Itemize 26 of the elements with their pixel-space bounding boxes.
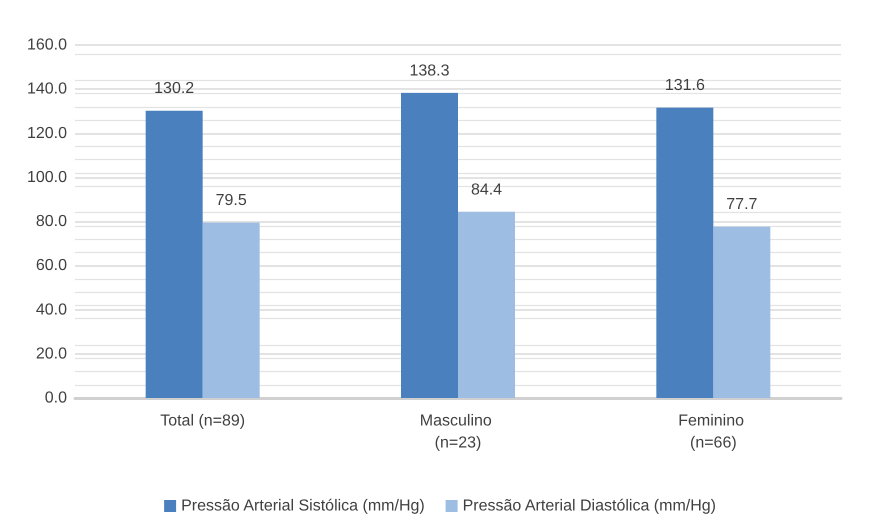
- data-label: 79.5: [216, 192, 247, 210]
- y-tick-label: 140.0: [26, 80, 68, 98]
- y-tick-label: 60.0: [36, 257, 68, 274]
- y-tick-label: 20.0: [36, 345, 68, 362]
- data-label: 138.3: [409, 62, 450, 80]
- data-label: 84.4: [470, 181, 502, 198]
- data-label: 77.7: [726, 196, 758, 214]
- x-tick-label: Total (n=89): [160, 412, 246, 430]
- x-tick-label: Masculino (n=23): [420, 412, 496, 452]
- y-tick-label: 100.0: [26, 168, 68, 186]
- legend-label: Pressão Arterial Diastólica (mm/Hg): [462, 498, 716, 514]
- bar: [458, 212, 515, 398]
- y-tick-label: 80.0: [36, 213, 68, 230]
- bar: [656, 108, 714, 398]
- y-tick-label: 160.0: [26, 36, 68, 54]
- data-label: 131.6: [664, 77, 705, 94]
- bar: [146, 110, 203, 398]
- data-label: 130.2: [154, 80, 194, 98]
- y-tick-label: 40.0: [36, 301, 68, 318]
- bar: [713, 226, 770, 398]
- bar: [202, 222, 260, 398]
- bar: [401, 92, 458, 398]
- y-tick-label: 120.0: [26, 124, 68, 142]
- y-tick-label: 0.0: [44, 390, 68, 406]
- legend-label: Pressão Arterial Sistólica (mm/Hg): [181, 498, 425, 514]
- x-tick-label: Feminino (n=66): [678, 412, 748, 452]
